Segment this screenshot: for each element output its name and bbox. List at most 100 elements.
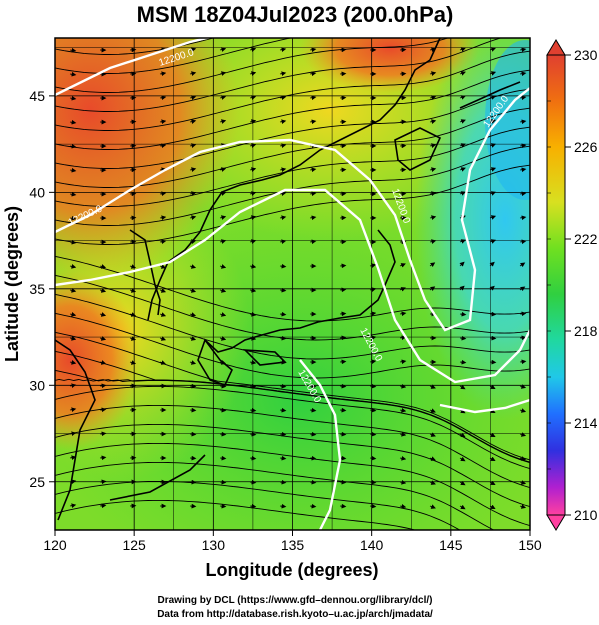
- streamline: [55, 442, 530, 527]
- flow-arrow: [459, 95, 466, 100]
- streamline: [55, 50, 530, 131]
- flow-arrow: [159, 47, 167, 53]
- flow-arrow: [429, 167, 437, 172]
- x-tick-label: 150: [518, 537, 542, 553]
- flow-arrow: [429, 262, 436, 268]
- flow-arrow: [219, 47, 227, 52]
- flow-arrow: [159, 336, 167, 341]
- flow-arrow: [519, 286, 526, 292]
- flow-arrow: [249, 455, 257, 461]
- flow-arrow: [189, 143, 197, 148]
- flow-arrow: [309, 167, 317, 173]
- flow-arrow: [489, 285, 495, 291]
- flow-arrow: [309, 479, 317, 485]
- flow-arrow: [369, 287, 377, 292]
- flow-arrow: [159, 95, 167, 101]
- flow-arrow: [69, 288, 77, 293]
- flow-arrow: [369, 263, 377, 268]
- flow-arrow: [429, 480, 436, 485]
- flow-arrow: [279, 239, 287, 245]
- flow-arrow: [519, 262, 526, 268]
- credit-drawing: Drawing by DCL (https://www.gfd–dennou.o…: [157, 595, 432, 606]
- flow-arrow: [219, 95, 227, 100]
- chart-title: MSM 18Z04Jul2023 (200.0hPa): [137, 2, 454, 27]
- streamline: [55, 423, 530, 508]
- flow-arrow: [219, 239, 227, 244]
- colorbar-top-triangle: [546, 39, 566, 56]
- y-axis-label: Latitude (degrees): [2, 206, 22, 362]
- flow-arrow: [459, 71, 466, 76]
- flow-arrow: [489, 71, 497, 76]
- flow-arrow: [99, 503, 107, 509]
- streamline: [55, 107, 530, 188]
- credit-data: Data from http://database.rish.kyoto–u.a…: [157, 609, 433, 620]
- flow-arrow: [459, 239, 466, 244]
- x-axis-ticks: 120 125 130 135 140 145 150: [43, 530, 542, 553]
- flow-arrow: [519, 143, 527, 149]
- flow-arrow: [249, 119, 257, 124]
- flow-arrow: [279, 143, 287, 149]
- x-tick-label: 140: [360, 537, 384, 553]
- flow-arrow: [519, 167, 527, 173]
- flow-arrow: [309, 239, 317, 245]
- x-axis-label: Longitude (degrees): [205, 560, 378, 580]
- y-tick-label: 45: [29, 88, 45, 104]
- flow-arrow: [519, 384, 527, 389]
- flow-arrow: [369, 311, 377, 317]
- flow-arrow: [369, 407, 377, 413]
- flow-arrow: [219, 167, 227, 172]
- flow-arrow: [99, 336, 107, 341]
- flow-arrow: [249, 263, 257, 269]
- flow-arrow: [489, 191, 497, 196]
- flow-arrow: [159, 288, 167, 293]
- flow-arrow: [69, 71, 77, 77]
- flow-arrow: [279, 287, 287, 293]
- flow-arrow: [459, 143, 466, 148]
- flow-arrow: [69, 455, 77, 461]
- flow-arrow: [489, 215, 497, 220]
- flow-arrow: [189, 71, 197, 76]
- colorbar-bottom-triangle: [546, 514, 566, 531]
- flow-arrow: [69, 479, 77, 485]
- streamline: [55, 69, 530, 150]
- flow-arrow: [159, 312, 167, 317]
- colorbar-tick-label: 226: [574, 139, 598, 155]
- flow-arrow: [309, 95, 317, 101]
- y-tick-label: 35: [29, 281, 45, 297]
- flow-arrow: [369, 455, 377, 461]
- flow-arrow: [219, 312, 227, 317]
- flow-arrow: [429, 95, 437, 100]
- flow-arrow: [519, 95, 527, 101]
- flow-arrow: [519, 504, 527, 509]
- flow-arrow: [429, 143, 437, 148]
- flow-arrow: [279, 263, 287, 269]
- flow-arrow: [99, 383, 107, 389]
- flow-arrow: [279, 407, 287, 413]
- flow-arrow: [159, 71, 167, 77]
- x-tick-label: 130: [202, 537, 226, 553]
- flow-arrow: [69, 383, 77, 389]
- flow-arrow: [489, 456, 496, 462]
- flow-arrow: [429, 191, 437, 196]
- streamline: [55, 38, 293, 74]
- flow-arrow: [279, 311, 287, 317]
- flow-arrow: [489, 384, 496, 390]
- flow-arrow: [459, 261, 465, 267]
- flow-arrow: [69, 407, 77, 413]
- flow-arrow: [309, 47, 317, 53]
- y-tick-label: 30: [29, 377, 45, 393]
- flow-arrow: [519, 311, 527, 317]
- flow-arrow: [459, 191, 466, 196]
- flow-arrow: [519, 359, 527, 365]
- flow-arrow: [99, 431, 107, 437]
- flow-arrow: [459, 432, 466, 438]
- flow-arrow: [399, 383, 407, 389]
- flow-arrow: [489, 143, 497, 148]
- contour-line: [55, 87, 530, 332]
- flow-arrow: [489, 504, 496, 510]
- flow-arrow: [429, 71, 437, 76]
- contour-lines: [55, 38, 530, 530]
- flow-arrow: [459, 480, 466, 486]
- flow-arrow: [279, 71, 287, 77]
- flow-arrow: [459, 456, 466, 462]
